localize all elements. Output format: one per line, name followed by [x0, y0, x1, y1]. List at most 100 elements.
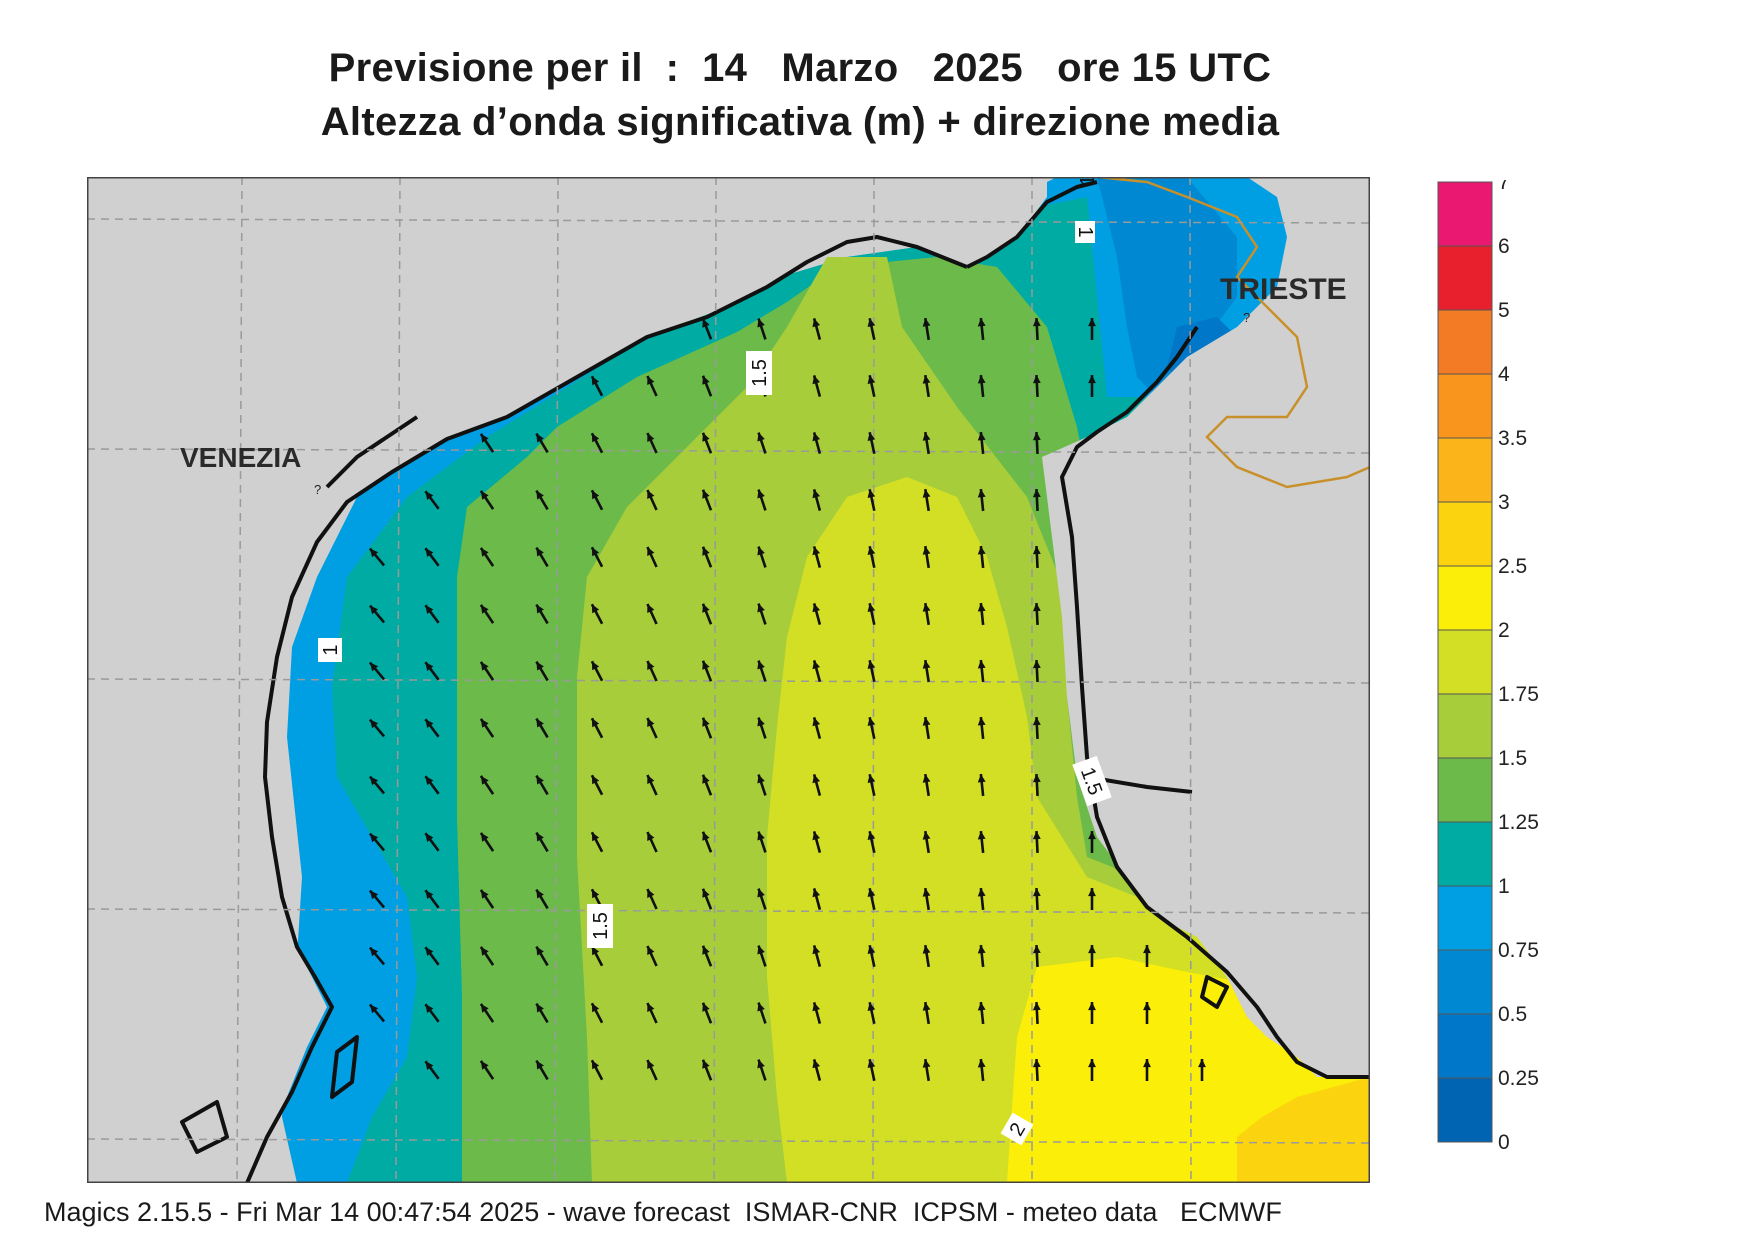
legend-level-label: 1.25 [1498, 811, 1539, 834]
graticule [87, 177, 1370, 1183]
direction-arrow-head [647, 432, 655, 442]
direction-arrow-head [977, 489, 986, 498]
wave-direction-arrows [368, 317, 1206, 1082]
legend-swatch [1437, 565, 1493, 631]
direction-arrow-head [369, 776, 379, 786]
direction-arrow-head [1143, 1002, 1151, 1011]
direction-arrow-head [922, 603, 931, 612]
direction-arrow-head [480, 832, 489, 842]
direction-arrow-head [702, 717, 710, 727]
contour-label-5: 1.5 [1077, 177, 1099, 186]
direction-arrow-head [867, 603, 876, 612]
direction-arrow-head [977, 774, 986, 783]
direction-arrow-head [647, 774, 655, 784]
direction-arrow-head [647, 717, 655, 727]
contour-label-7: 1 [1074, 221, 1096, 243]
direction-arrow-head [1088, 318, 1096, 327]
direction-arrow-head [702, 603, 710, 613]
direction-arrow-head [867, 375, 876, 384]
direction-arrow-head [425, 776, 434, 786]
direction-arrow-head [867, 831, 876, 840]
legend-level-label: 2.5 [1498, 555, 1527, 578]
direction-arrow-head [867, 318, 876, 327]
legend-level-label: 2 [1498, 619, 1510, 642]
direction-arrow-head [536, 1060, 544, 1070]
city-marker-venezia: VENEZIA ? [180, 442, 321, 497]
map-frame [87, 177, 1370, 1183]
legend-level-label: 3.5 [1498, 427, 1527, 450]
contour-label-4: 1.5 [587, 904, 613, 948]
direction-arrow-head [647, 888, 655, 898]
direction-arrow-head [369, 890, 379, 900]
city-marker-trieste: TRIESTE ? [1220, 273, 1347, 325]
direction-arrow-head [591, 832, 600, 842]
direction-arrow-head [480, 604, 489, 614]
legend-color-bar [1437, 181, 1493, 1143]
direction-arrow-head [702, 489, 710, 499]
legend-swatch [1437, 949, 1493, 1015]
direction-arrow-head [647, 375, 655, 385]
direction-arrow-head [425, 833, 434, 843]
legend-swatch [1437, 437, 1493, 503]
direction-arrow-head [757, 660, 765, 670]
direction-arrow-head [1032, 1059, 1041, 1068]
contour-label-1: 1.5 [746, 351, 772, 395]
land-east-coast [1042, 177, 1370, 1183]
direction-arrow-head [425, 605, 434, 615]
direction-arrow-head [867, 945, 876, 954]
direction-arrow-head [867, 774, 876, 783]
legend-swatch [1437, 885, 1493, 951]
direction-arrow-head [702, 660, 710, 670]
direction-arrow-head [425, 947, 434, 957]
legend-swatch [1437, 373, 1493, 439]
direction-arrow-head [425, 662, 434, 672]
direction-arrow-head [647, 489, 655, 499]
direction-arrow-head [369, 947, 379, 957]
svg-text:?: ? [1243, 310, 1250, 325]
direction-arrow-head [922, 489, 931, 498]
direction-arrow-head [536, 775, 544, 785]
direction-arrow-head [536, 547, 544, 557]
direction-arrow-head [1032, 546, 1041, 555]
direction-arrow-head [1032, 945, 1041, 954]
direction-arrow-head [647, 660, 655, 670]
direction-arrow-head [977, 546, 986, 555]
legend-swatch [1437, 1077, 1493, 1143]
legend-level-label: 1.5 [1498, 747, 1527, 770]
direction-arrow-head [812, 774, 821, 784]
direction-arrow-head [922, 717, 931, 726]
legend-swatch [1437, 309, 1493, 375]
direction-arrow-head [480, 946, 489, 956]
direction-arrow-head [977, 1002, 986, 1011]
direction-arrow-head [702, 1002, 710, 1012]
direction-arrow-head [702, 774, 710, 784]
direction-arrow-head [1032, 1002, 1041, 1011]
direction-arrow-head [1032, 603, 1041, 612]
footer-credits: Magics 2.15.5 - Fri Mar 14 00:47:54 2025… [44, 1197, 1282, 1227]
direction-arrow-head [1032, 375, 1041, 384]
direction-arrow-head [757, 603, 765, 613]
direction-arrow-head [702, 945, 710, 955]
direction-arrow-head [591, 946, 600, 956]
direction-arrow-head [425, 719, 434, 729]
direction-arrow-head [812, 945, 821, 955]
direction-arrow-head [480, 889, 489, 899]
direction-arrow-head [1088, 375, 1096, 384]
direction-arrow-head [812, 660, 821, 670]
direction-arrow-head [480, 433, 489, 443]
direction-arrow-head [480, 718, 489, 728]
direction-arrow-head [647, 945, 655, 955]
direction-arrow-head [702, 375, 710, 385]
direction-arrow-head [757, 1002, 765, 1012]
direction-arrow-head [922, 1002, 931, 1011]
direction-arrow-head [425, 1061, 434, 1071]
direction-arrow-head [922, 432, 931, 441]
legend-level-label: 1.75 [1498, 683, 1539, 706]
direction-arrow-head [867, 546, 876, 555]
direction-arrow-head [757, 945, 765, 955]
direction-arrow-head [812, 546, 821, 556]
legend-level-label: 4 [1498, 363, 1510, 386]
forecast-date-title: Previsione per il : 14 Marzo 2025 ore 15… [328, 46, 1272, 90]
direction-arrow-head [591, 604, 600, 614]
direction-arrow-head [1032, 774, 1041, 783]
